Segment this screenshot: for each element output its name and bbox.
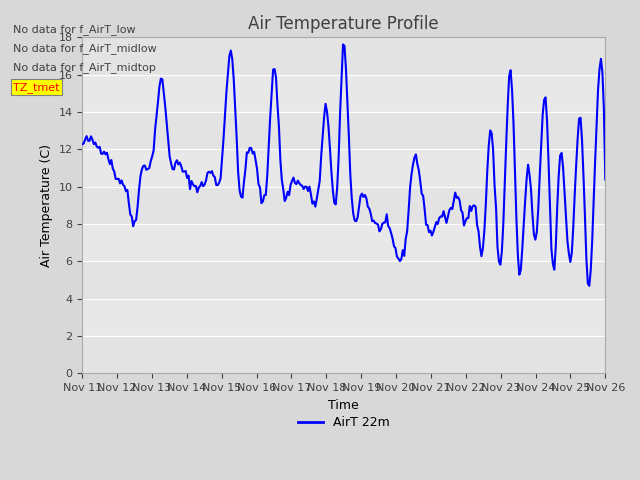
Text: No data for f_AirT_midtop: No data for f_AirT_midtop — [13, 62, 156, 73]
Y-axis label: Air Temperature (C): Air Temperature (C) — [40, 144, 52, 267]
Title: Air Temperature Profile: Air Temperature Profile — [248, 15, 439, 33]
Bar — [82, 336, 605, 373]
Legend: AirT 22m: AirT 22m — [293, 411, 395, 434]
Text: No data for f_AirT_low: No data for f_AirT_low — [13, 24, 136, 35]
Text: TZ_tmet: TZ_tmet — [13, 82, 60, 93]
Bar — [82, 37, 605, 75]
X-axis label: Time: Time — [328, 398, 359, 412]
Bar — [82, 187, 605, 224]
Text: No data for f_AirT_midlow: No data for f_AirT_midlow — [13, 43, 157, 54]
Bar — [82, 112, 605, 149]
Bar — [82, 261, 605, 299]
